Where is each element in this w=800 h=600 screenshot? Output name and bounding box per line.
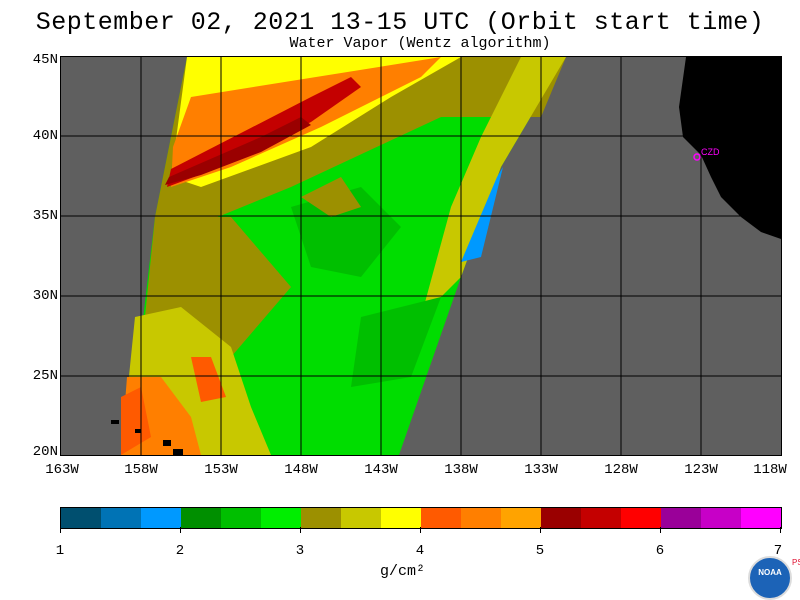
colorbar-tick <box>420 527 421 533</box>
lat-label: 20N <box>32 444 58 460</box>
colorbar-tick <box>540 527 541 533</box>
swath-green-dark <box>291 187 401 277</box>
colorbar-tick-label: 6 <box>655 543 665 559</box>
island <box>163 440 171 446</box>
colorbar-swatch <box>61 508 101 528</box>
colorbar-tick-label: 2 <box>175 543 185 559</box>
chart-subtitle: Water Vapor (Wentz algorithm) <box>289 35 551 52</box>
colorbar-units: g/cm² <box>380 563 426 580</box>
swath-blue-spot <box>461 167 503 262</box>
lat-label: 35N <box>32 208 58 224</box>
swath-red-sw <box>121 387 151 455</box>
colorbar-swatch <box>541 508 581 528</box>
lon-label: 138W <box>444 462 478 478</box>
colorbar-swatch <box>501 508 541 528</box>
noaa-logo-icon: NOAA <box>748 556 792 600</box>
chart-title: September 02, 2021 13-15 UTC (Orbit star… <box>35 8 765 37</box>
lon-label: 148W <box>284 462 318 478</box>
colorbar-swatch <box>301 508 341 528</box>
lon-label: 158W <box>124 462 158 478</box>
colorbar-swatch <box>421 508 461 528</box>
land-california <box>679 57 781 239</box>
colorbar-tick-label: 4 <box>415 543 425 559</box>
colorbar-swatch <box>341 508 381 528</box>
island <box>173 449 183 455</box>
colorbar-swatch <box>581 508 621 528</box>
noaa-logo-text: NOAA <box>758 568 782 577</box>
map-grid <box>61 57 781 455</box>
colorbar-swatch <box>461 508 501 528</box>
lat-label: 40N <box>32 128 58 144</box>
swath-olive-mid-2 <box>301 177 361 217</box>
swath-green-dark-2 <box>351 297 441 387</box>
lat-label: 45N <box>32 52 58 68</box>
colorbar <box>60 507 782 529</box>
lat-label: 25N <box>32 368 58 384</box>
colorbar-swatch <box>261 508 301 528</box>
island <box>135 429 141 433</box>
colorbar-swatch <box>381 508 421 528</box>
water-vapor-map: CZD <box>60 56 782 456</box>
map-canvas: CZD <box>61 57 781 455</box>
colorbar-swatch <box>181 508 221 528</box>
colorbar-tick <box>60 527 61 533</box>
lon-label: 133W <box>524 462 558 478</box>
lon-label: 153W <box>204 462 238 478</box>
colorbar-swatch <box>101 508 141 528</box>
lon-label: 143W <box>364 462 398 478</box>
colorbar-tick-label: 3 <box>295 543 305 559</box>
colorbar-swatch <box>661 508 701 528</box>
colorbar-swatch <box>621 508 661 528</box>
lon-label: 118W <box>753 462 787 478</box>
swath-orange-small <box>191 357 226 402</box>
colorbar-swatch <box>741 508 781 528</box>
colorbar-tick <box>780 527 781 533</box>
lon-label: 163W <box>45 462 79 478</box>
colorbar-tick <box>180 527 181 533</box>
island <box>111 420 119 424</box>
colorbar-swatch <box>701 508 741 528</box>
lon-label: 128W <box>604 462 638 478</box>
colorbar-tick-label: 5 <box>535 543 545 559</box>
swath-darkred-band <box>165 117 311 185</box>
colorbar-tick-label: 7 <box>773 543 783 559</box>
lon-label: 123W <box>684 462 718 478</box>
colorbar-swatch <box>141 508 181 528</box>
colorbar-tick <box>300 527 301 533</box>
lat-label: 30N <box>32 288 58 304</box>
colorbar-swatch <box>221 508 261 528</box>
station-marker <box>693 153 701 161</box>
colorbar-tick-label: 1 <box>55 543 65 559</box>
psl-logo: PSL <box>792 558 800 567</box>
station-label: CZD <box>701 147 720 157</box>
colorbar-tick <box>660 527 661 533</box>
